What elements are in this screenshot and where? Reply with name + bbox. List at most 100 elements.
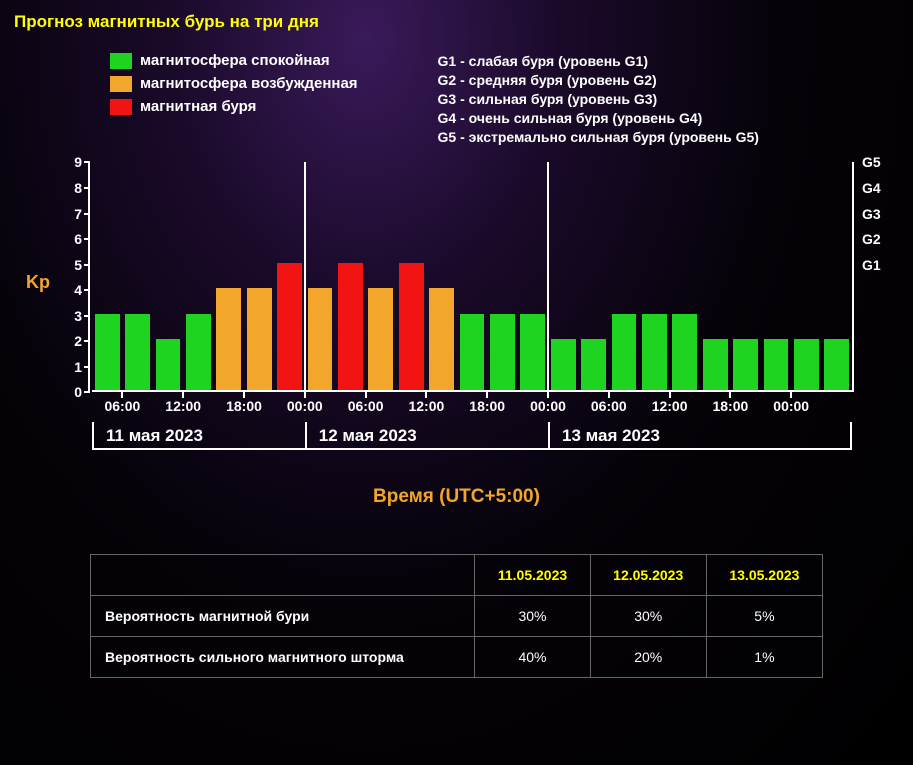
- table-header: 12.05.2023: [590, 555, 706, 596]
- bar: [95, 314, 120, 391]
- bars-container: [92, 162, 852, 390]
- legend-g-levels: G1 - слабая буря (уровень G1)G2 - средня…: [438, 52, 759, 146]
- bar: [399, 263, 424, 391]
- x-tick: 06:00: [104, 398, 140, 414]
- date-segment: 11 мая 2023: [92, 422, 305, 450]
- date-axis: 11 мая 2023 12 мая 2023 13 мая 2023: [92, 422, 852, 452]
- x-tick: 00:00: [773, 398, 809, 414]
- x-tick: 18:00: [226, 398, 262, 414]
- bar: [672, 314, 697, 391]
- bar: [156, 339, 181, 390]
- day-separator: [547, 162, 549, 390]
- legend-area: магнитосфера спокойная магнитосфера возбу…: [0, 32, 913, 156]
- page-title: Прогноз магнитных бурь на три дня: [0, 0, 913, 32]
- legend-item: магнитная буря: [110, 98, 358, 115]
- y-tick-left: 9: [74, 154, 82, 170]
- y-axis-right: G1G2G3G4G5: [852, 162, 892, 392]
- table-cell: 1%: [706, 637, 822, 678]
- table-header: 13.05.2023: [706, 555, 822, 596]
- y-tick-left: 8: [74, 180, 82, 196]
- y-axis-left: 0123456789: [60, 162, 90, 392]
- x-tick: 00:00: [287, 398, 323, 414]
- table-cell: 40%: [475, 637, 590, 678]
- legend-g-line: G4 - очень сильная буря (уровень G4): [438, 109, 759, 128]
- x-tick: 12:00: [165, 398, 201, 414]
- x-axis-title: Время (UTC+5:00): [0, 486, 913, 508]
- x-tick: 18:00: [469, 398, 505, 414]
- legend-swatch: [110, 99, 132, 115]
- table-header: 11.05.2023: [475, 555, 590, 596]
- y-tick-left: 6: [74, 231, 82, 247]
- bar: [764, 339, 789, 390]
- x-tick: 00:00: [530, 398, 566, 414]
- legend-swatch: [110, 53, 132, 69]
- probability-table: 11.05.202312.05.202313.05.2023Вероятност…: [90, 554, 823, 678]
- table-cell: 5%: [706, 596, 822, 637]
- legend-g-line: G1 - слабая буря (уровень G1): [438, 52, 759, 71]
- legend-label: магнитосфера возбужденная: [140, 75, 358, 92]
- bar: [277, 263, 302, 391]
- plot-area: [92, 162, 852, 392]
- legend-g-line: G2 - средняя буря (уровень G2): [438, 71, 759, 90]
- y-tick-right: G3: [862, 206, 881, 222]
- bar: [824, 339, 849, 390]
- legend-states: магнитосфера спокойная магнитосфера возбу…: [110, 52, 358, 146]
- date-segment: 12 мая 2023: [305, 422, 548, 450]
- row-label: Вероятность сильного магнитного шторма: [91, 637, 475, 678]
- y-tick-right: G2: [862, 231, 881, 247]
- bar: [186, 314, 211, 391]
- table-cell: 30%: [590, 596, 706, 637]
- date-label: 13 мая 2023: [562, 426, 660, 446]
- x-tick: 18:00: [712, 398, 748, 414]
- y-tick-right: G5: [862, 154, 881, 170]
- y-tick-left: 4: [74, 282, 82, 298]
- bar: [551, 339, 576, 390]
- bar: [733, 339, 758, 390]
- table-header: [91, 555, 475, 596]
- y-tick-left: 5: [74, 257, 82, 273]
- bar: [490, 314, 515, 391]
- y-tick-right: G4: [862, 180, 881, 196]
- bar: [308, 288, 333, 390]
- bar: [216, 288, 241, 390]
- legend-swatch: [110, 76, 132, 92]
- x-tick: 06:00: [348, 398, 384, 414]
- y-tick-right: G1: [862, 257, 881, 273]
- bar: [429, 288, 454, 390]
- x-tick: 12:00: [652, 398, 688, 414]
- y-tick-left: 1: [74, 359, 82, 375]
- day-separator: [304, 162, 306, 390]
- bar: [125, 314, 150, 391]
- legend-label: магнитная буря: [140, 98, 256, 115]
- x-tick: 06:00: [591, 398, 627, 414]
- table-row: Вероятность сильного магнитного шторма40…: [91, 637, 823, 678]
- bar: [368, 288, 393, 390]
- date-label: 11 мая 2023: [106, 426, 203, 446]
- table-cell: 30%: [475, 596, 590, 637]
- legend-item: магнитосфера спокойная: [110, 52, 358, 69]
- bar: [612, 314, 637, 391]
- table-row: Вероятность магнитной бури30%30%5%: [91, 596, 823, 637]
- legend-item: магнитосфера возбужденная: [110, 75, 358, 92]
- table-cell: 20%: [590, 637, 706, 678]
- bar: [338, 263, 363, 391]
- bar: [703, 339, 728, 390]
- legend-label: магнитосфера спокойная: [140, 52, 330, 69]
- bar: [460, 314, 485, 391]
- date-label: 12 мая 2023: [319, 426, 417, 446]
- y-tick-left: 2: [74, 333, 82, 349]
- legend-g-line: G5 - экстремально сильная буря (уровень …: [438, 128, 759, 147]
- row-label: Вероятность магнитной бури: [91, 596, 475, 637]
- x-ticks: 06:00 12:00 18:00 00:00 06:00 12:00 18:00 00:00…: [92, 394, 852, 422]
- y-axis-label: Kp: [26, 272, 50, 293]
- x-tick: 12:00: [408, 398, 444, 414]
- bar: [794, 339, 819, 390]
- bar: [247, 288, 272, 390]
- kp-chart: Kp 0123456789 G1G2G3G4G5 06:0012:0018:00…: [30, 162, 883, 472]
- bar: [642, 314, 667, 391]
- y-tick-left: 0: [74, 384, 82, 400]
- date-segment: 13 мая 2023: [548, 422, 852, 450]
- legend-g-line: G3 - сильная буря (уровень G3): [438, 90, 759, 109]
- y-tick-left: 3: [74, 308, 82, 324]
- bar: [520, 314, 545, 391]
